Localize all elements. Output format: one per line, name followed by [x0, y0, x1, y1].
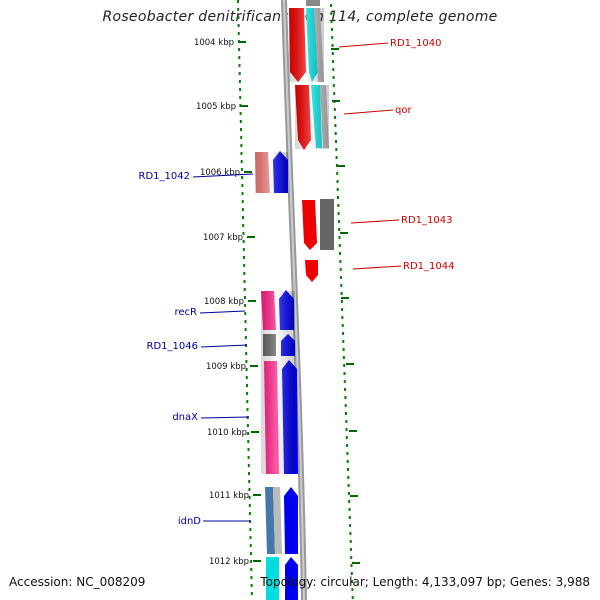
tick-mark — [244, 171, 252, 173]
gene-feature[interactable] — [284, 487, 298, 554]
forward-genes — [289, 0, 334, 282]
genome-summary-text: Topology: circular; Length: 4,133,097 bp… — [260, 575, 590, 589]
leader-line — [338, 42, 389, 48]
tick-mark — [251, 431, 259, 433]
tick-label: 1012 kbp — [209, 557, 249, 567]
right-dotted-guide — [330, 4, 360, 599]
tick-label: 1008 kbp — [204, 297, 244, 307]
gene-label[interactable]: idnD — [178, 516, 201, 527]
leader-line — [343, 109, 394, 115]
kbp-ticks: 1004 kbp 1005 kbp 1006 kbp 1007 kbp 1008 kbp… — [194, 38, 261, 567]
gene-rd1-1044[interactable] — [305, 260, 318, 282]
leader-line — [199, 310, 246, 314]
leader-line — [352, 265, 402, 270]
dotted-guides — [237, 0, 360, 599]
gene-rd1-1043[interactable] — [320, 199, 334, 250]
gene-label[interactable]: RD1_1040 — [390, 38, 441, 49]
tick-mark — [248, 300, 256, 302]
gene-label[interactable]: RD1_1043 — [401, 215, 452, 226]
leader-line — [350, 219, 400, 224]
reverse-genes — [255, 151, 298, 600]
gene-label[interactable]: RD1_1046 — [147, 341, 198, 352]
tick-mark — [250, 365, 258, 367]
tick-mark — [247, 236, 255, 238]
tick-mark — [253, 494, 261, 496]
gene-feature[interactable] — [285, 557, 298, 600]
tick-label: 1005 kbp — [196, 102, 236, 112]
accession-text: Accession: NC_008209 — [9, 575, 146, 589]
tick-label: 1010 kbp — [207, 428, 247, 438]
tick-mark — [253, 560, 261, 562]
tick-mark — [240, 105, 248, 107]
gene-feature[interactable] — [306, 0, 320, 6]
tick-label: 1004 kbp — [194, 38, 234, 48]
leader-line — [200, 344, 248, 348]
gene-label[interactable]: recR — [175, 307, 198, 318]
tick-label: 1007 kbp — [203, 233, 243, 243]
tick-label: 1009 kbp — [206, 362, 246, 372]
gene-feature[interactable] — [273, 487, 282, 554]
gene-label[interactable]: qor — [395, 105, 412, 116]
left-dotted-guide — [237, 0, 253, 595]
gene-feature[interactable] — [266, 557, 279, 600]
gene-idnD[interactable] — [265, 487, 275, 554]
gene-feature[interactable] — [302, 200, 317, 250]
gene-label[interactable]: RD1_1044 — [403, 261, 454, 272]
tick-mark — [238, 41, 246, 43]
gene-label[interactable]: RD1_1042 — [139, 171, 190, 182]
tick-label: 1006 kbp — [200, 168, 240, 178]
leader-line — [200, 416, 250, 419]
gene-label[interactable]: dnaX — [172, 412, 198, 423]
tick-label: 1011 kbp — [209, 491, 249, 501]
leader-line — [192, 173, 254, 178]
